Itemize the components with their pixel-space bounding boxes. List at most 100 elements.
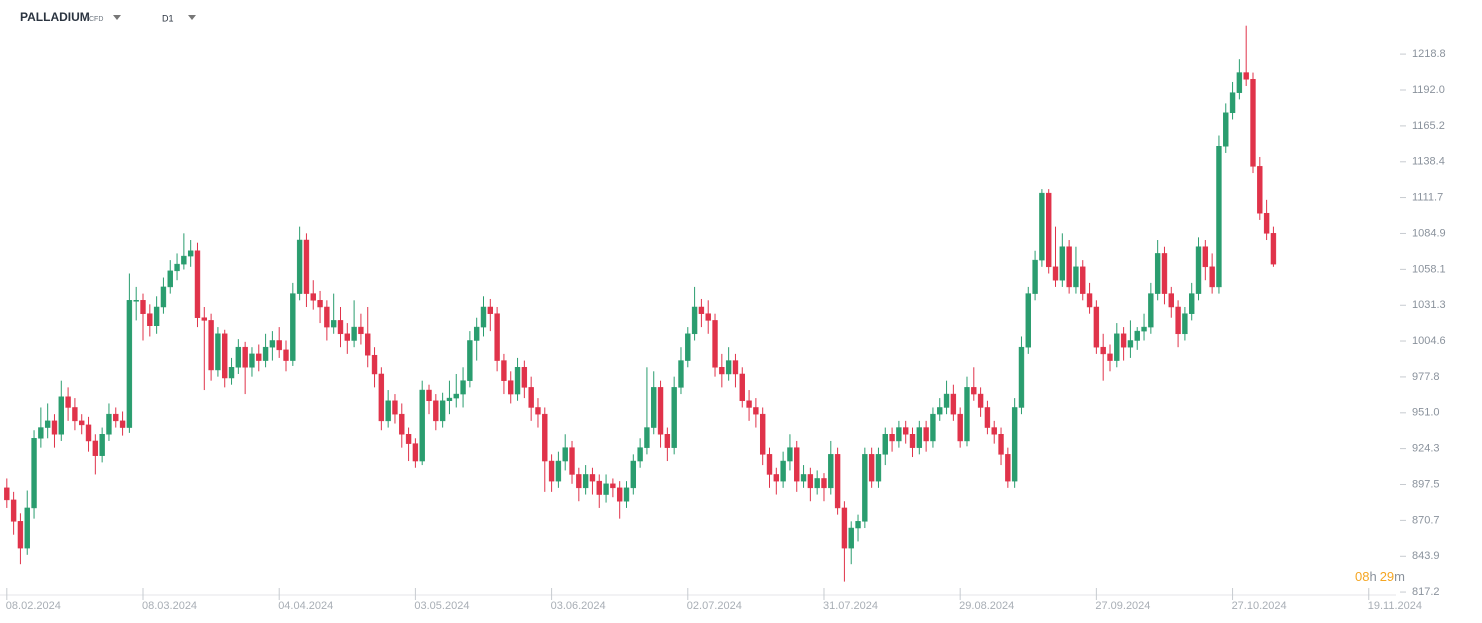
candle-body: [841, 507, 848, 549]
candle-body: [1168, 293, 1174, 308]
candle-body: [303, 239, 310, 294]
candle-body: [828, 454, 834, 489]
candle-body: [698, 306, 705, 314]
candle-body: [167, 270, 173, 288]
candle-body: [1148, 293, 1154, 328]
candle-body: [521, 367, 528, 388]
candle-body: [296, 239, 303, 294]
candle-body: [794, 447, 800, 482]
candle-body: [739, 373, 745, 402]
candle-body: [1216, 146, 1222, 288]
candle-body: [344, 333, 350, 341]
candle-body: [72, 407, 78, 422]
x-tick-label: 08.03.2024: [142, 600, 197, 612]
candle-body: [821, 478, 827, 489]
candle-body: [10, 499, 17, 522]
y-tick-label: 897.5: [1412, 478, 1440, 490]
candle-body: [337, 320, 344, 335]
candle-body: [358, 326, 364, 335]
candle-body: [610, 483, 616, 489]
candle-body: [535, 407, 541, 415]
candle-body: [228, 367, 235, 379]
x-tick-label: 19.11.2024: [1368, 600, 1422, 612]
candle-body: [1250, 79, 1256, 167]
candle-body: [106, 413, 112, 435]
toolbar: PALLADIUM CFD D1: [20, 10, 196, 24]
candle-body: [1066, 246, 1072, 288]
x-tick-label: 27.09.2024: [1095, 600, 1150, 612]
candle-body: [1189, 293, 1195, 314]
candle-body: [174, 263, 180, 272]
candle-body: [732, 360, 739, 375]
y-tick-label: 1031.3: [1412, 299, 1446, 311]
candle-body: [467, 340, 473, 381]
y-tick-label: 1004.6: [1412, 335, 1446, 347]
candle-body: [1100, 346, 1106, 355]
timeframe[interactable]: D1: [162, 13, 174, 23]
candle-body: [514, 367, 521, 395]
candle-body: [4, 487, 10, 501]
candle-body: [412, 443, 419, 462]
candle-body: [773, 474, 780, 482]
candle-body: [712, 320, 718, 368]
candle-body: [909, 434, 916, 448]
candle-body: [562, 447, 568, 462]
candle-body: [290, 293, 296, 361]
y-tick-label: 924.3: [1412, 442, 1440, 454]
candle-body: [780, 460, 786, 482]
candle-body: [426, 389, 432, 402]
x-tick-label: 27.10.2024: [1232, 600, 1287, 612]
instrument-dropdown[interactable]: [113, 15, 121, 20]
candle-body: [1202, 246, 1209, 268]
timeframe-dropdown[interactable]: [188, 15, 196, 20]
candle-body: [235, 346, 242, 368]
candle-body: [1127, 340, 1134, 348]
y-tick-label: 1138.4: [1412, 156, 1445, 168]
x-tick-label: 02.07.2024: [687, 600, 742, 612]
candle-body: [85, 424, 92, 442]
countdown-unit: m: [1394, 569, 1405, 584]
candle-body: [637, 447, 643, 462]
candle-body: [194, 250, 201, 318]
candle-body: [92, 440, 99, 456]
candle-body: [187, 250, 194, 257]
candle-body: [51, 420, 58, 435]
candle-body: [1134, 330, 1140, 341]
candle-body: [433, 400, 439, 422]
candle-body: [528, 387, 534, 408]
candle-body: [787, 447, 793, 462]
candle-body: [671, 387, 677, 448]
y-tick-label: 1165.2: [1412, 120, 1445, 132]
instrument-name[interactable]: PALLADIUM: [20, 10, 90, 24]
candle-body: [1018, 346, 1025, 408]
instrument-type: CFD: [89, 16, 103, 23]
candle-body: [623, 487, 630, 502]
candle-body: [215, 333, 221, 371]
candle-body: [1086, 293, 1093, 308]
candle-body: [147, 313, 153, 327]
candle-body: [99, 434, 105, 456]
candle-body: [937, 407, 943, 415]
candle-body: [685, 333, 691, 361]
candle-body: [1025, 293, 1031, 348]
x-tick-label: 31.07.2024: [823, 600, 878, 612]
candle-body: [1039, 192, 1045, 261]
candle-body: [1161, 253, 1168, 294]
candle-body: [140, 300, 146, 314]
candle-body: [896, 427, 902, 442]
candle-body: [17, 521, 24, 549]
candle-body: [310, 293, 316, 301]
candle-body: [1011, 407, 1018, 482]
candle-body: [378, 373, 385, 422]
candle-body: [807, 474, 814, 489]
candle-body: [119, 420, 126, 428]
candle-body: [964, 387, 970, 442]
y-tick-label: 843.9: [1412, 550, 1440, 562]
candle-body: [160, 286, 167, 308]
candle-body: [957, 413, 963, 442]
candle-body: [1209, 266, 1215, 288]
candle-body: [664, 434, 671, 448]
candle-body: [582, 474, 589, 489]
candle-body: [276, 340, 282, 351]
